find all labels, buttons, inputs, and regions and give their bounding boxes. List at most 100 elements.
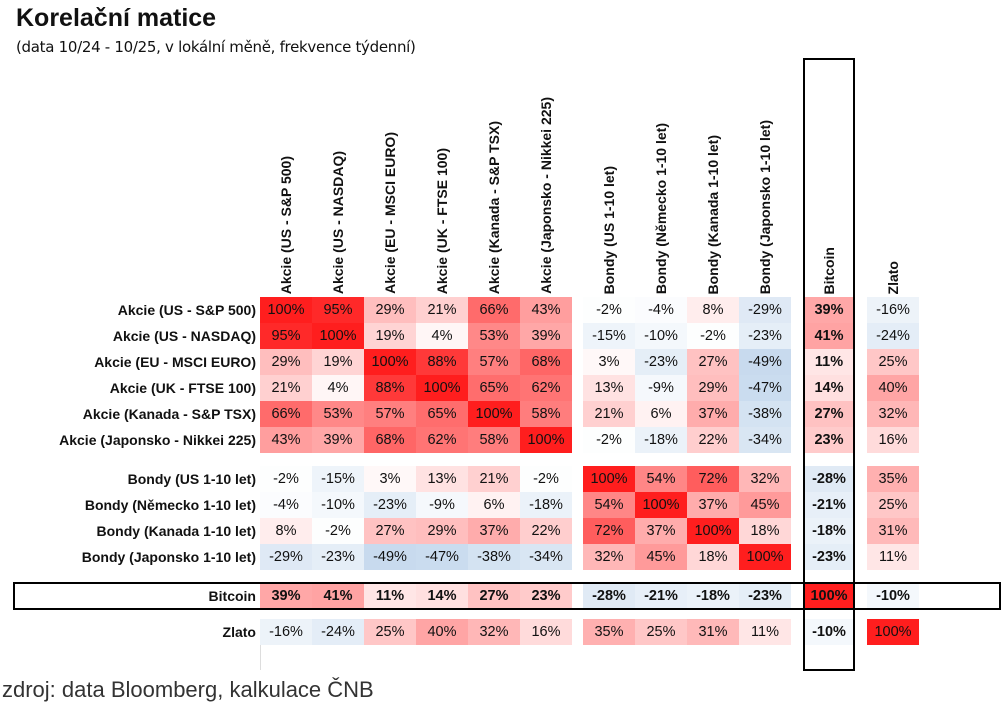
heatmap-cell: 8% (260, 518, 312, 544)
heatmap-cell: 100% (520, 427, 572, 453)
heatmap-cell: 6% (468, 492, 520, 518)
column-header: Akcie (Kanada - S&P TSX) (468, 58, 520, 294)
heatmap-cell: -10% (312, 492, 364, 518)
column-header-label: Akcie (UK - FTSE 100) (434, 147, 450, 294)
heatmap-cell: -18% (687, 583, 739, 609)
heatmap-cell: 100% (804, 583, 854, 609)
chart-title: Korelační matice (16, 4, 217, 32)
heatmap-cell: 88% (416, 349, 468, 375)
heatmap-cell: -38% (468, 544, 520, 570)
heatmap-cell: 37% (687, 492, 739, 518)
heatmap-cell: 29% (364, 297, 416, 323)
heatmap-cell: 29% (416, 518, 468, 544)
heatmap-cell: 100% (739, 544, 791, 570)
heatmap-cell: -34% (739, 427, 791, 453)
heatmap-cell: 32% (468, 619, 520, 645)
heatmap-cell: -9% (416, 492, 468, 518)
heatmap-cell: 37% (468, 518, 520, 544)
heatmap-cell: 21% (583, 401, 635, 427)
heatmap-cell: -2% (687, 323, 739, 349)
heatmap-cell: 43% (520, 297, 572, 323)
row-label: Akcie (US - S&P 500) (117, 302, 256, 318)
heatmap-cell: 39% (260, 583, 312, 609)
heatmap-cell: 25% (635, 619, 687, 645)
heatmap-cell: -18% (804, 518, 854, 544)
row-label: Bitcoin (208, 588, 256, 604)
heatmap-cell: 27% (687, 349, 739, 375)
row-label: Akcie (UK - FTSE 100) (109, 380, 256, 396)
heatmap-cell: -2% (583, 427, 635, 453)
row-label: Akcie (US - NASDAQ) (112, 328, 256, 344)
heatmap-cell: -49% (364, 544, 416, 570)
heatmap-cell: 16% (520, 619, 572, 645)
row-label: Bondy (Kanada 1-10 let) (96, 523, 256, 539)
heatmap-cell: 25% (867, 492, 919, 518)
heatmap-cell: 8% (687, 297, 739, 323)
column-header-label: Bondy (Německo 1-10 let) (653, 122, 669, 294)
heatmap-cell: 58% (520, 401, 572, 427)
heatmap-cell: 23% (804, 427, 854, 453)
heatmap-cell: 53% (312, 401, 364, 427)
heatmap-cell: 100% (260, 297, 312, 323)
heatmap-cell: 11% (867, 544, 919, 570)
heatmap-cell: -24% (312, 619, 364, 645)
heatmap-cell: -9% (635, 375, 687, 401)
column-header: Akcie (US - S&P 500) (260, 58, 312, 294)
guide-line (260, 645, 261, 670)
heatmap-cell: 66% (468, 297, 520, 323)
heatmap-cell: 18% (739, 518, 791, 544)
heatmap-cell: 27% (468, 583, 520, 609)
row-label: Zlato (222, 624, 256, 640)
heatmap-cell: -23% (364, 492, 416, 518)
heatmap-cell: -23% (739, 323, 791, 349)
heatmap-cell: 27% (364, 518, 416, 544)
heatmap-cell: -16% (260, 619, 312, 645)
heatmap-cell: -29% (739, 297, 791, 323)
heatmap-cell: -49% (739, 349, 791, 375)
heatmap-cell: 21% (260, 375, 312, 401)
heatmap-cell: 16% (867, 427, 919, 453)
heatmap-cell: 72% (583, 518, 635, 544)
heatmap-cell: -47% (739, 375, 791, 401)
heatmap-cell: 4% (312, 375, 364, 401)
row-label: Bondy (US 1-10 let) (127, 471, 256, 487)
heatmap-cell: 32% (583, 544, 635, 570)
heatmap-cell: -24% (867, 323, 919, 349)
column-header: Akcie (US - NASDAQ) (312, 58, 364, 294)
heatmap-cell: 43% (260, 427, 312, 453)
heatmap-cell: 22% (687, 427, 739, 453)
column-header: Akcie (UK - FTSE 100) (416, 58, 468, 294)
heatmap-cell: 39% (520, 323, 572, 349)
heatmap-cell: -2% (312, 518, 364, 544)
heatmap-cell: 35% (867, 466, 919, 492)
heatmap-cell: -18% (635, 427, 687, 453)
heatmap-cell: 100% (312, 323, 364, 349)
heatmap-cell: 21% (416, 297, 468, 323)
heatmap-cell: 11% (739, 619, 791, 645)
heatmap-cell: 23% (520, 583, 572, 609)
heatmap-cell: 19% (312, 349, 364, 375)
heatmap-cell: 100% (416, 375, 468, 401)
heatmap-cell: 57% (364, 401, 416, 427)
heatmap-cell: -28% (804, 466, 854, 492)
row-label: Akcie (Kanada - S&P TSX) (82, 406, 256, 422)
heatmap-cell: 41% (804, 323, 854, 349)
heatmap-cell: 57% (468, 349, 520, 375)
heatmap-cell: 54% (583, 492, 635, 518)
heatmap-cell: -29% (260, 544, 312, 570)
column-header-label: Bondy (US 1-10 let) (601, 165, 617, 294)
heatmap-cell: 100% (635, 492, 687, 518)
column-header: Bondy (Japonsko 1-10 let) (739, 58, 791, 294)
heatmap-cell: -15% (312, 466, 364, 492)
heatmap-cell: 29% (260, 349, 312, 375)
heatmap-cell: 6% (635, 401, 687, 427)
heatmap-cell: 14% (416, 583, 468, 609)
heatmap-cell: -21% (804, 492, 854, 518)
heatmap-cell: 37% (635, 518, 687, 544)
heatmap-cell: 88% (364, 375, 416, 401)
heatmap-cell: -47% (416, 544, 468, 570)
heatmap-cell: -38% (739, 401, 791, 427)
heatmap-cell: 3% (364, 466, 416, 492)
source-note: zdroj: data Bloomberg, kalkulace ČNB (2, 677, 374, 702)
heatmap-cell: 66% (260, 401, 312, 427)
